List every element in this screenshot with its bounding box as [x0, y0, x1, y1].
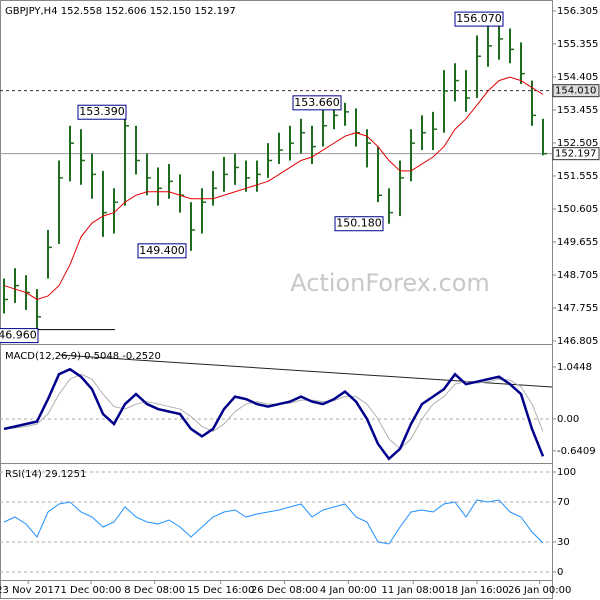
annotation-box [334, 216, 384, 232]
annotation-label: 156.070 [456, 12, 502, 25]
x-tick-label: 15 Dec 16:00 [187, 585, 254, 596]
annotation-box [454, 11, 504, 27]
frame [0, 0, 553, 599]
y-tick-label: 100 [557, 467, 576, 478]
x-tick-label: 26 Dec 08:00 [251, 585, 318, 596]
y-tick-label: 146.805 [557, 336, 598, 347]
y-tick-label: 153.455 [557, 105, 598, 116]
x-tick-label: 23 Nov 2017 [0, 585, 60, 596]
rsi-line [3, 499, 544, 545]
price-level-box [552, 84, 600, 98]
annotation-label: 150.180 [336, 217, 382, 230]
y-tick-label: 155.355 [557, 39, 598, 50]
macd-main [3, 367, 545, 461]
x-tick-label: 11 Jan 08:00 [382, 585, 445, 596]
y-tick-label: 150.605 [557, 204, 598, 215]
price-level-label: 152.197 [555, 149, 596, 160]
x-tick-label: 8 Dec 08:00 [124, 585, 185, 596]
y-tick-label: 148.705 [557, 270, 598, 281]
y-tick-label: 154.405 [557, 72, 598, 83]
annotation-label: 149.400 [139, 244, 185, 257]
annotation-label: 146.960 [0, 329, 37, 342]
annotation-label: 153.660 [294, 96, 340, 109]
annotation-box [292, 95, 342, 111]
x-tick-label: 4 Jan 00:00 [320, 585, 377, 596]
x-tick-label: 18 Jan 16:00 [445, 585, 508, 596]
x-tick-label: 1 Dec 00:00 [60, 585, 121, 596]
rsi-title: RSI(14) 29.1251 [5, 469, 86, 480]
y-tick-label: 149.655 [557, 237, 598, 248]
y-tick-label: 0.00 [557, 414, 579, 425]
annotation-box [77, 104, 127, 120]
annotation-label: 153.390 [79, 105, 125, 118]
y-tick-label: 156.305 [557, 6, 598, 17]
moving-average [3, 76, 544, 301]
y-tick-label: 152.505 [557, 138, 598, 149]
x-tick-label: 26 Jan 00:00 [508, 585, 571, 596]
y-tick-label: -0.6409 [557, 446, 596, 457]
macd-title: MACD(12,26,9) 0.5048 -0.2520 [5, 351, 161, 362]
y-tick-label: 151.555 [557, 171, 598, 182]
macd-signal [3, 373, 544, 450]
chart-header: GBPJPY,H4 152.558 152.606 152.150 152.19… [5, 6, 236, 17]
price-level-label: 154.010 [555, 86, 596, 97]
watermark: ActionForex.com [290, 269, 490, 297]
annotation-box [137, 243, 187, 259]
y-tick-label: 70 [557, 497, 570, 508]
annotation-box [0, 328, 39, 344]
y-tick-label: 0 [557, 567, 563, 578]
price-level-box [552, 147, 600, 161]
y-tick-label: 30 [557, 537, 570, 548]
y-tick-label: 1.0448 [557, 362, 592, 373]
y-tick-label: 147.755 [557, 303, 598, 314]
trend-line [59, 354, 553, 388]
